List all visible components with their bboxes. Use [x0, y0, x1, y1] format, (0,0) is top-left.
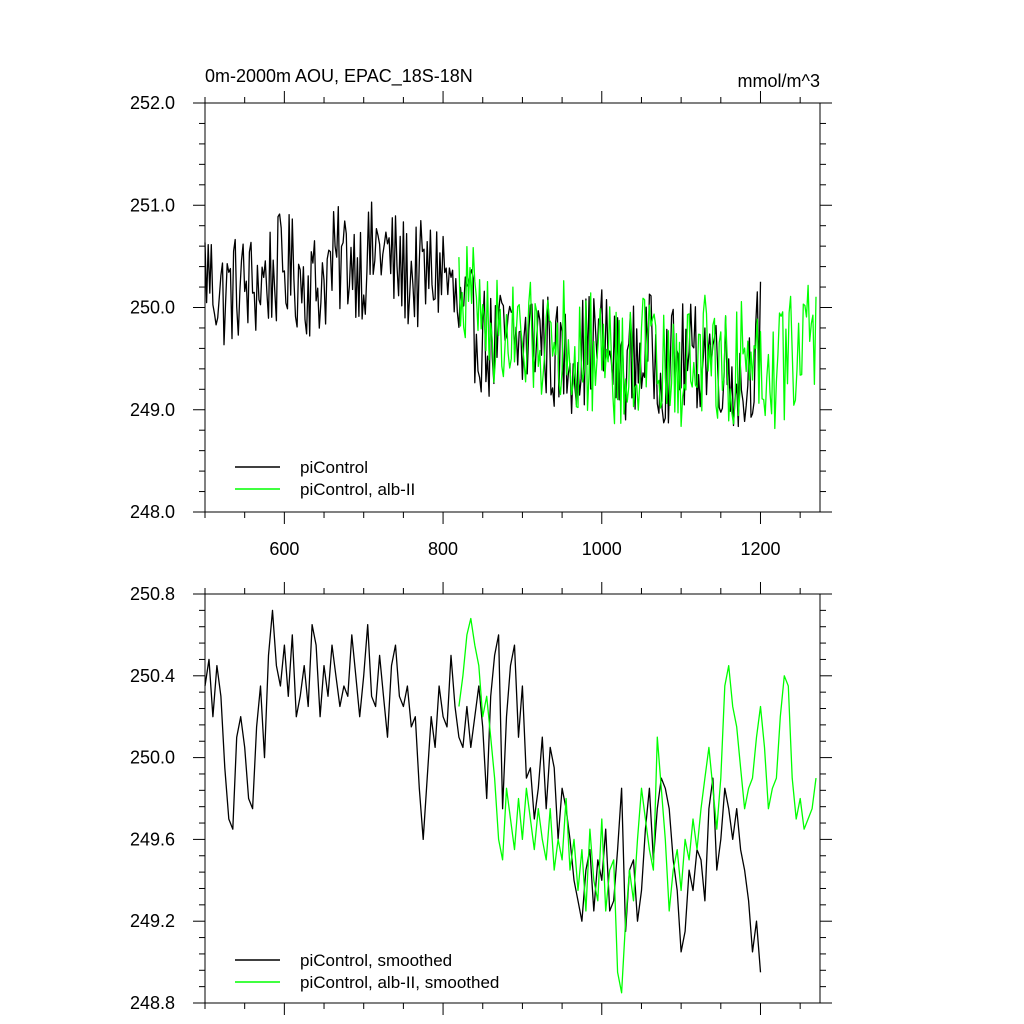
y-tick-label: 248.8	[130, 993, 175, 1013]
series-line-1	[458, 617, 817, 994]
series-line-0	[204, 201, 762, 428]
legend-label-picontrol: piControl	[300, 458, 368, 477]
y-tick-label: 250.4	[130, 666, 175, 686]
y-tick-label: 249.0	[130, 400, 175, 420]
top-series-group	[204, 201, 817, 430]
x-tick-label: 600	[269, 539, 299, 559]
top-legend: piControl piControl, alb-II	[235, 458, 415, 499]
bottom-panel: 248.8 249.2 249.6 250.0 250.4 250.8 piControl…	[130, 582, 832, 1015]
bottom-x-axis	[204, 582, 801, 1015]
top-panel: 600 800 1000 1200 248.0 249.0 250.0 251.0 252.0…	[130, 91, 832, 559]
y-tick-label: 250.0	[130, 298, 175, 318]
top-y-axis: 248.0 249.0 250.0 251.0 252.0	[130, 93, 832, 522]
bottom-series-group	[204, 609, 817, 994]
legend-label-alb-ii: piControl, alb-II	[300, 480, 415, 499]
x-tick-label: 1000	[582, 539, 622, 559]
chart-title: 0m-2000m AOU, EPAC_18S-18N	[205, 66, 473, 87]
bottom-y-axis: 248.8 249.2 249.6 250.0 250.4 250.8	[130, 584, 832, 1013]
top-x-axis: 600 800 1000 1200	[204, 91, 801, 559]
units-label: mmol/m^3	[738, 71, 820, 91]
series-line-0	[204, 609, 762, 973]
y-tick-label: 249.6	[130, 829, 175, 849]
y-tick-label: 249.2	[130, 911, 175, 931]
legend-label-picontrol-smoothed: piControl, smoothed	[300, 951, 452, 970]
x-tick-label: 800	[428, 539, 458, 559]
y-tick-label: 250.8	[130, 584, 175, 604]
y-tick-label: 252.0	[130, 93, 175, 113]
x-tick-label: 1200	[740, 539, 780, 559]
legend-label-alb-ii-smoothed: piControl, alb-II, smoothed	[300, 973, 499, 992]
bottom-plot-frame	[204, 593, 821, 1004]
y-tick-label: 248.0	[130, 502, 175, 522]
series-line-1	[458, 246, 817, 430]
y-tick-label: 250.0	[130, 748, 175, 768]
y-tick-label: 251.0	[130, 195, 175, 215]
bottom-legend: piControl, smoothed piControl, alb-II, s…	[235, 951, 499, 992]
